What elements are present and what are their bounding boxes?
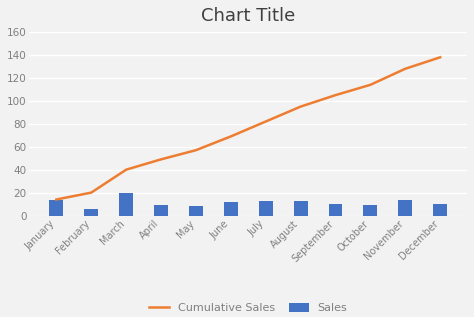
Cumulative Sales: [367, 83, 373, 87]
Cumulative Sales: [54, 197, 59, 201]
Cumulative Sales: [298, 105, 303, 108]
Cumulative Sales: [438, 55, 443, 59]
Cumulative Sales: [193, 148, 199, 152]
Bar: [328, 204, 343, 216]
Line: Cumulative Sales: Cumulative Sales: [56, 57, 440, 199]
Cumulative Sales: [88, 191, 94, 195]
Cumulative Sales: [123, 168, 129, 171]
Cumulative Sales: [263, 120, 269, 123]
Bar: [224, 202, 238, 216]
Bar: [119, 193, 133, 216]
Bar: [49, 199, 64, 216]
Bar: [259, 201, 273, 216]
Cumulative Sales: [228, 134, 234, 138]
Cumulative Sales: [333, 93, 338, 97]
Title: Chart Title: Chart Title: [201, 7, 295, 25]
Bar: [189, 206, 203, 216]
Legend: Cumulative Sales, Sales: Cumulative Sales, Sales: [145, 298, 352, 317]
Bar: [364, 205, 377, 216]
Bar: [293, 201, 308, 216]
Bar: [433, 204, 447, 216]
Cumulative Sales: [402, 67, 408, 71]
Cumulative Sales: [158, 158, 164, 161]
Bar: [398, 199, 412, 216]
Bar: [154, 205, 168, 216]
Bar: [84, 209, 98, 216]
